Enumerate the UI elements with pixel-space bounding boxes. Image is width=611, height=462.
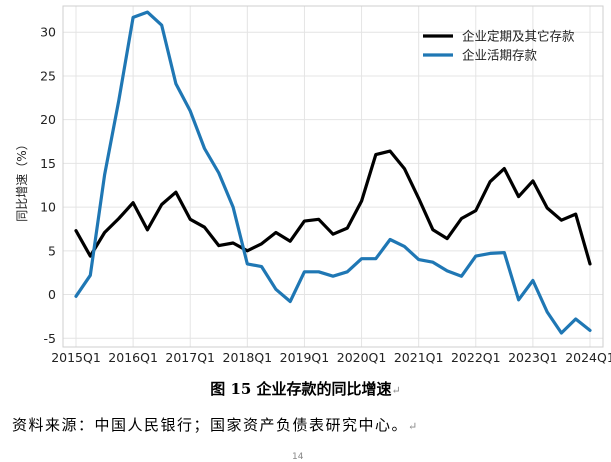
y-tick-label: 15 — [40, 156, 56, 171]
y-axis-title: 同比增速（%） — [15, 138, 29, 221]
x-tick-label: 2022Q1 — [451, 350, 501, 365]
series-lines — [74, 10, 592, 335]
x-tick-labels: 2015Q1 2016Q1 2017Q1 2018Q1 2019Q1 2020Q1 2021… — [51, 350, 611, 365]
y-tick-label: 5 — [48, 243, 56, 258]
edit-mark: ↵ — [391, 384, 401, 397]
edit-mark: ↵ — [408, 420, 419, 433]
x-tick-label: 2023Q1 — [508, 350, 558, 365]
legend-label-1: 企业定期及其它存款 — [462, 29, 575, 44]
y-tick-labels: -5 0 5 10 15 20 25 30 — [40, 25, 56, 346]
x-tick-label: 2016Q1 — [108, 350, 158, 365]
y-tick-label: 20 — [40, 112, 56, 127]
x-tick-label: 2024Q1 — [565, 350, 611, 365]
y-tick-label: -5 — [44, 331, 56, 346]
source-note: 资料来源：中国人民银行；国家资产负债表研究中心。↵ — [12, 414, 419, 435]
y-tick-label: 25 — [40, 68, 56, 83]
series-line-2 — [74, 10, 592, 335]
page-number: 14 — [292, 452, 304, 462]
figure-caption-text: 图 15 企业存款的同比增速 — [210, 380, 392, 398]
y-tick-label: 30 — [40, 25, 56, 40]
series-line-1 — [74, 149, 592, 266]
plot-frame — [62, 5, 604, 348]
x-tick-label: 2019Q1 — [280, 350, 330, 365]
x-tick-label: 2021Q1 — [394, 350, 444, 365]
x-tick-label: 2017Q1 — [165, 350, 215, 365]
gridlines — [63, 6, 603, 347]
y-tick-label: 0 — [48, 287, 56, 302]
x-tick-label: 2018Q1 — [223, 350, 273, 365]
x-tick-label: 2015Q1 — [51, 350, 101, 365]
figure-caption: 图 15 企业存款的同比增速↵ — [0, 378, 611, 399]
source-note-text: 资料来源：中国人民银行；国家资产负债表研究中心。 — [12, 416, 409, 434]
x-tick-label: 2020Q1 — [337, 350, 387, 365]
y-tick-label: 10 — [40, 200, 56, 215]
legend-label-2: 企业活期存款 — [462, 48, 538, 63]
